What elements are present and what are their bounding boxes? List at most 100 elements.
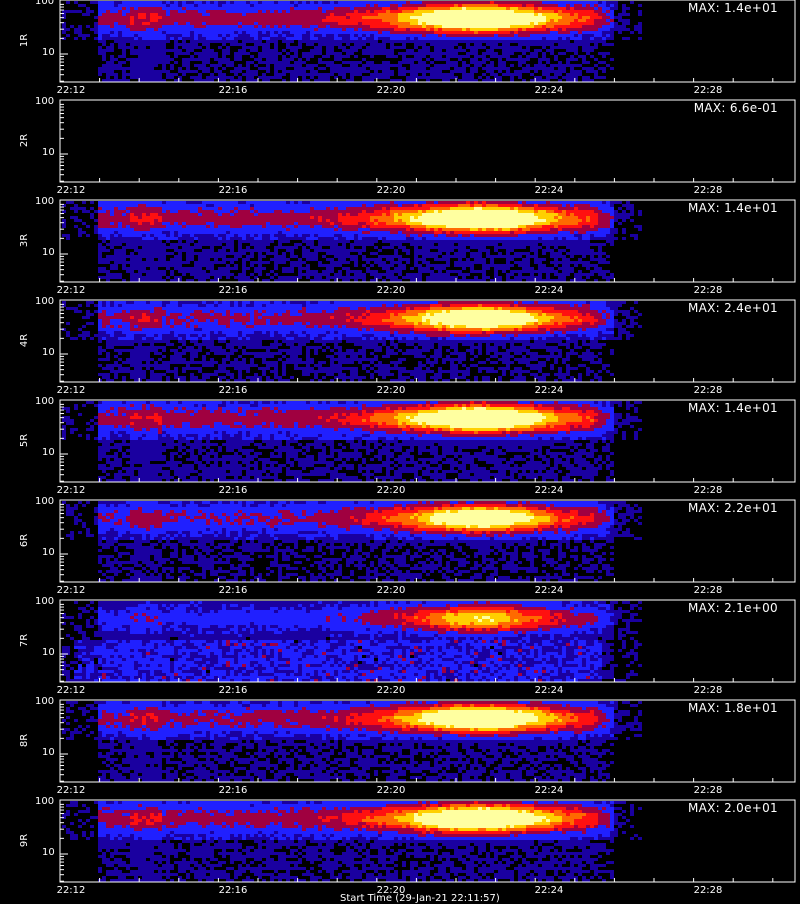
heatmap-cell (462, 40, 466, 43)
heatmap-cell (506, 4, 510, 7)
heatmap-cell (190, 22, 194, 25)
heatmap-cell (350, 270, 354, 273)
heatmap-cell (274, 267, 278, 270)
heatmap-cell (306, 10, 310, 13)
heatmap-cell (130, 261, 134, 264)
heatmap-cell (410, 237, 414, 240)
heatmap-cell (142, 28, 146, 31)
heatmap-cell (98, 201, 102, 204)
heatmap-cell (246, 25, 250, 28)
heatmap-cell (378, 231, 382, 234)
heatmap-cell (318, 240, 322, 243)
heatmap-cell (410, 207, 414, 210)
heatmap-cell (394, 201, 398, 204)
heatmap-cell (354, 270, 358, 273)
heatmap-cell (470, 25, 474, 28)
heatmap-cell (362, 255, 366, 258)
heatmap-cell (414, 64, 418, 67)
heatmap-cell (110, 201, 114, 204)
heatmap-cell (126, 240, 130, 243)
heatmap-cell (254, 10, 258, 13)
heatmap-cell (278, 28, 282, 31)
heatmap-cell (394, 22, 398, 25)
heatmap-cell (122, 219, 126, 222)
heatmap-cell (194, 52, 198, 55)
heatmap-cell (230, 4, 234, 7)
heatmap-cell (242, 16, 246, 19)
heatmap-cell (286, 64, 290, 67)
heatmap-cell (146, 40, 150, 43)
heatmap-cell (370, 204, 374, 207)
heatmap-cell (302, 70, 306, 73)
heatmap-cell (346, 255, 350, 258)
heatmap-cell (206, 58, 210, 61)
heatmap-cell (214, 28, 218, 31)
heatmap-cell (310, 225, 314, 228)
heatmap-cell (206, 22, 210, 25)
heatmap-cell (278, 76, 282, 79)
heatmap-cell (466, 34, 470, 37)
heatmap-cell (362, 43, 366, 46)
heatmap-cell (458, 22, 462, 25)
heatmap-cell (334, 58, 338, 61)
heatmap-cell (142, 34, 146, 37)
heatmap-cell (602, 76, 606, 79)
heatmap-cell (238, 237, 242, 240)
heatmap-cell (390, 234, 394, 237)
heatmap-cell (566, 28, 570, 31)
heatmap-cell (370, 73, 374, 76)
heatmap-cell (402, 240, 406, 243)
heatmap-cell (222, 55, 226, 58)
heatmap-cell (582, 46, 586, 49)
heatmap-cell (294, 37, 298, 40)
heatmap-cell (158, 225, 162, 228)
heatmap-cell (410, 37, 414, 40)
heatmap-cell (362, 219, 366, 222)
heatmap-cell (554, 28, 558, 31)
heatmap-cell (482, 25, 486, 28)
heatmap-cell (98, 270, 102, 273)
heatmap-cell (174, 16, 178, 19)
heatmap-cell (230, 237, 234, 240)
heatmap-cell (114, 25, 118, 28)
heatmap-cell (282, 261, 286, 264)
heatmap-cell (542, 1, 546, 4)
heatmap-cell (98, 246, 102, 249)
heatmap-cell (298, 46, 302, 49)
heatmap-cell (242, 228, 246, 231)
heatmap-cell (506, 52, 510, 55)
heatmap-cell (446, 49, 450, 52)
heatmap-cell (62, 31, 66, 34)
heatmap-cell (378, 37, 382, 40)
heatmap-cell (278, 64, 282, 67)
heatmap-cell (246, 222, 250, 225)
heatmap-cell (142, 249, 146, 252)
heatmap-cell (282, 201, 286, 204)
heatmap-cell (406, 61, 410, 64)
heatmap-cell (326, 222, 330, 225)
heatmap-cell (138, 252, 142, 255)
heatmap-cell (358, 22, 362, 25)
heatmap-cell (258, 4, 262, 7)
heatmap-cell (250, 13, 254, 16)
heatmap-cell (394, 249, 398, 252)
heatmap-cell (362, 240, 366, 243)
heatmap-cell (98, 216, 102, 219)
heatmap-cell (318, 261, 322, 264)
heatmap-cell (298, 70, 302, 73)
heatmap-cell (98, 4, 102, 7)
heatmap-cell (178, 267, 182, 270)
heatmap-cell (442, 4, 446, 7)
heatmap-cell (146, 273, 150, 276)
heatmap-cell (350, 231, 354, 234)
heatmap-cell (318, 46, 322, 49)
heatmap-cell (546, 37, 550, 40)
heatmap-cell (558, 19, 562, 22)
heatmap-cell (334, 13, 338, 16)
heatmap-cell (302, 37, 306, 40)
heatmap-cell (202, 43, 206, 46)
heatmap-cell (402, 61, 406, 64)
heatmap-cell (246, 22, 250, 25)
heatmap-cell (426, 204, 430, 207)
heatmap-cell (338, 22, 342, 25)
